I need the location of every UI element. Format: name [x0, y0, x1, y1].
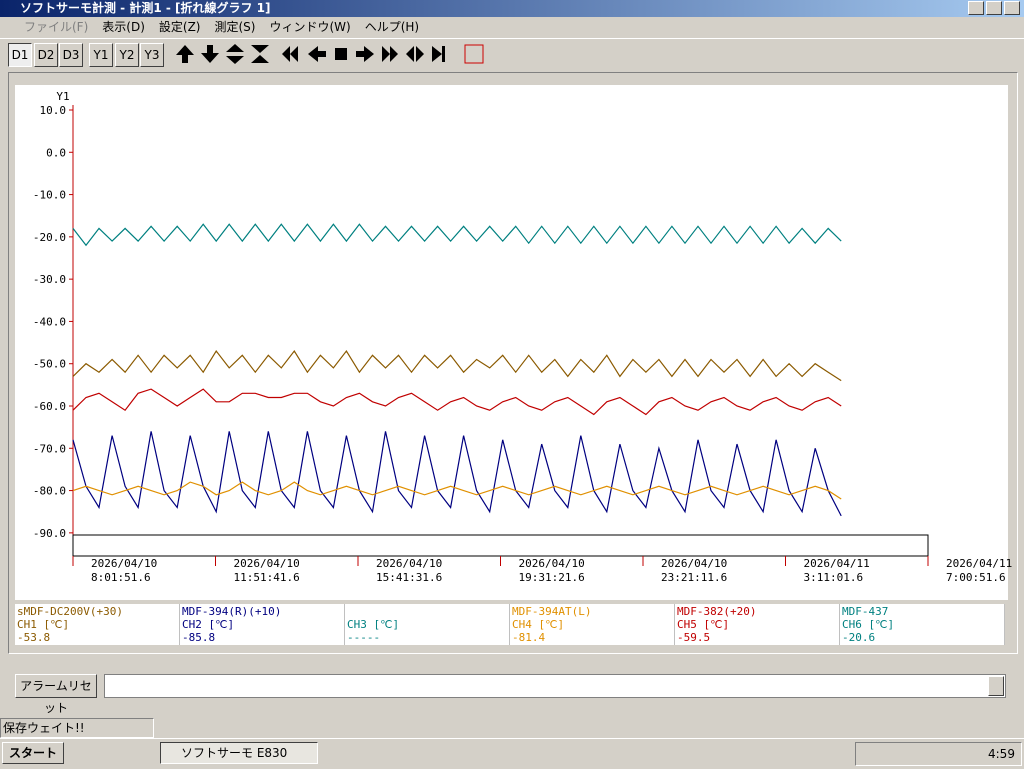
- toolbar-button[interactable]: D2: [34, 43, 58, 67]
- menu-item[interactable]: ウィンドウ(W): [269, 20, 351, 34]
- start-button[interactable]: スタート: [2, 742, 64, 764]
- channel-cell: MDF-382(+20) CH5 [℃] -59.5: [675, 604, 840, 645]
- y-tick-label: -90.0: [33, 527, 66, 540]
- channel-name: sMDF-DC200V(+30): [17, 605, 123, 618]
- y-tick-label: -50.0: [33, 358, 66, 371]
- toolbar-button[interactable]: Y2: [115, 43, 139, 67]
- channel-reading: -53.8: [17, 631, 51, 644]
- toolbar-button[interactable]: D1: [8, 43, 32, 67]
- y-tick-label: -40.0: [33, 315, 66, 328]
- minimize[interactable]: [968, 1, 984, 15]
- channel-reading: -85.8: [182, 631, 216, 644]
- clock: 4:59: [988, 747, 1015, 761]
- task-button[interactable]: ソフトサーモ E830: [160, 742, 318, 764]
- y-tick-label: -60.0: [33, 400, 66, 413]
- series-line: [72, 388, 842, 416]
- channel-name: MDF-394(R)(+10): [182, 605, 282, 618]
- channel-cell: MDF-394AT(L) CH4 [℃] -81.4: [510, 604, 675, 645]
- y-tick-label: -80.0: [33, 485, 66, 498]
- menu-item[interactable]: ヘルプ(H): [364, 20, 420, 34]
- title-bar: ソフトサーモ計測 - 計測1 - [折れ線グラフ 1]: [0, 0, 1024, 17]
- toolbar-button[interactable]: D3: [59, 43, 83, 67]
- menu-item[interactable]: 設定(Z): [158, 20, 201, 34]
- y-tick-label: -20.0: [33, 231, 66, 244]
- menu-item[interactable]: 表示(D): [102, 20, 145, 34]
- channel-channel: CH1 [℃]: [17, 618, 70, 631]
- taskbar: スタート ソフトサーモ E830 4:59: [0, 738, 1024, 769]
- channel-cell: MDF-437 CH6 [℃] -20.6: [840, 604, 1005, 645]
- series-line: [72, 431, 842, 517]
- toolbar-button[interactable]: Y1: [89, 43, 113, 67]
- x-tick-label: 2026/04/10 15:41:31.6: [376, 557, 443, 584]
- menu-item[interactable]: 測定(S): [214, 20, 256, 34]
- channel-reading: -----: [347, 631, 381, 644]
- channel-channel: CH4 [℃]: [512, 618, 565, 631]
- y-axis-label: Y1: [56, 90, 69, 103]
- x-tick-label: 2026/04/10 23:21:11.6: [661, 557, 728, 584]
- channel-channel: CH2 [℃]: [182, 618, 235, 631]
- menu-item[interactable]: ファイル(F): [24, 20, 89, 34]
- toolbar: D1 D2 D3 Y1 Y2 Y3: [0, 38, 1024, 69]
- window-controls: [968, 1, 1020, 15]
- series-line: [72, 349, 842, 382]
- tray: [855, 742, 1022, 766]
- y-tick-label: -10.0: [33, 189, 66, 202]
- graph-frame: [8, 72, 1018, 654]
- y-tick-label: -30.0: [33, 273, 66, 286]
- channel-name: MDF-382(+20): [677, 605, 757, 618]
- y-tick-label: 10.0: [40, 104, 67, 117]
- channel-cell: sMDF-DC200V(+30) CH1 [℃] -53.8: [15, 604, 180, 645]
- channel-reading: -20.6: [842, 631, 876, 644]
- x-tick-label: 2026/04/10 19:31:21.6: [518, 557, 585, 584]
- x-tick-label: 2026/04/10 11:51:41.6: [233, 557, 300, 584]
- alarm-reset-button[interactable]: アラームリセット: [15, 674, 97, 715]
- status-bar: 保存ウェイト!!: [0, 718, 154, 738]
- y-tick-label: 0.0: [46, 146, 66, 159]
- x-axis-box: [72, 534, 929, 557]
- x-tick-label: 2026/04/11 3:11:01.6: [803, 557, 870, 584]
- alarm-field[interactable]: [104, 674, 1006, 698]
- y-tick-label: -70.0: [33, 442, 66, 455]
- channel-reading: -81.4: [512, 631, 546, 644]
- x-tick-label: 2026/04/11 7:00:51.6: [946, 557, 1013, 584]
- close[interactable]: [1004, 1, 1020, 15]
- dropdown-button[interactable]: [988, 676, 1004, 696]
- toolbar-button[interactable]: Y3: [140, 43, 164, 67]
- channel-cell: CH3 [℃] -----: [345, 604, 510, 645]
- nav-icons: [176, 44, 484, 64]
- series-line: [72, 223, 842, 247]
- menu-bar: ファイル(F) 表示(D) 設定(Z) 測定(S) ウィンドウ(W) ヘルプ(H): [0, 17, 1024, 37]
- channel-reading: -59.5: [677, 631, 711, 644]
- x-tick-label: 2026/04/10 8:01:51.6: [91, 557, 158, 584]
- series-line: [72, 481, 842, 500]
- channel-channel: CH6 [℃]: [842, 618, 895, 631]
- channel-name: MDF-437: [842, 605, 889, 618]
- restore[interactable]: [986, 1, 1002, 15]
- channel-channel: CH5 [℃]: [677, 618, 730, 631]
- channel-name: MDF-394AT(L): [512, 605, 592, 618]
- channel-channel: CH3 [℃]: [347, 618, 400, 631]
- channel-cell: MDF-394(R)(+10) CH2 [℃] -85.8: [180, 604, 345, 645]
